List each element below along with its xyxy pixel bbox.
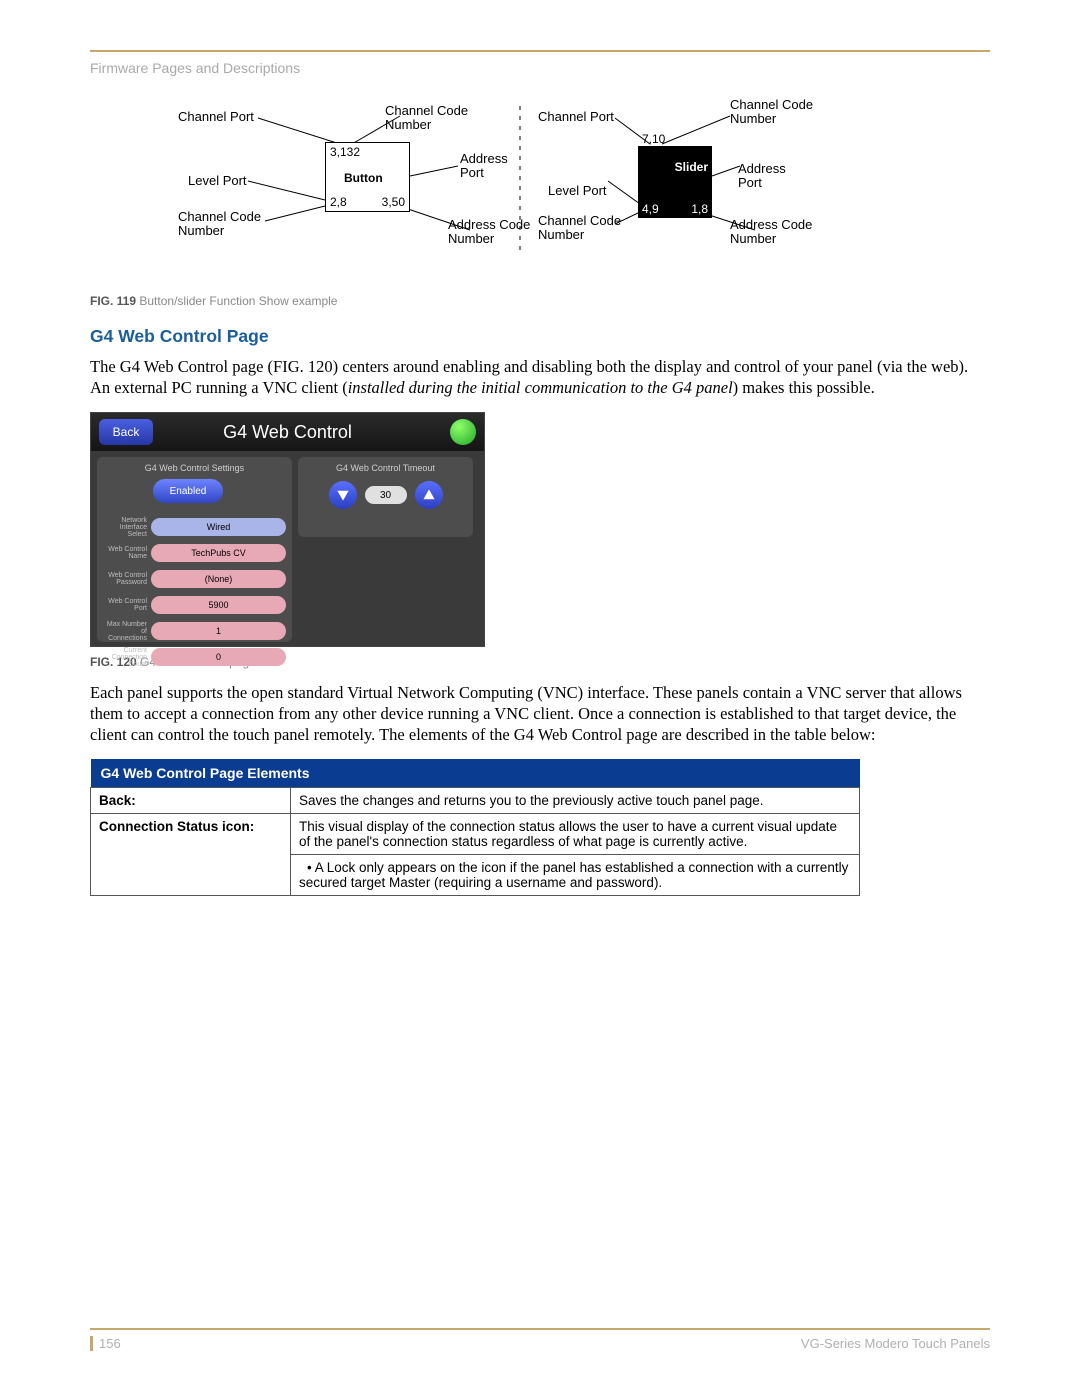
label-channel-code-number-rb: Channel Code Number: [538, 214, 621, 243]
shot-title: G4 Web Control: [223, 422, 352, 443]
box-val-tl-l: 3,132: [330, 145, 360, 159]
box-val-br-r: 1,8: [691, 202, 708, 216]
settings-row: Network Interface SelectWired: [103, 515, 286, 539]
settings-panel: G4 Web Control Settings Enabled Network …: [97, 457, 292, 642]
timeout-down-button[interactable]: [329, 481, 357, 509]
settings-row: Web Control Name TechPubs CV: [103, 541, 286, 565]
label-level-port-r: Level Port: [548, 184, 607, 198]
settings-row-label: Web Control Name: [103, 546, 147, 560]
settings-row-value[interactable]: TechPubs CV: [151, 544, 286, 562]
timeout-panel: G4 Web Control Timeout 30: [298, 457, 473, 537]
box-val-bl-r: 4,9: [642, 202, 659, 216]
settings-row: Web Control Password (None): [103, 567, 286, 591]
table-row: Connection Status icon: This visual disp…: [91, 814, 860, 855]
settings-row-label: Max Number of Connections: [103, 621, 147, 642]
label-channel-code-number-rt: Channel Code Number: [730, 98, 813, 127]
para1-b: installed during the initial communicati…: [348, 378, 733, 397]
page-number: 156: [90, 1336, 121, 1351]
table-val-conn: This visual display of the connection st…: [291, 814, 860, 855]
label-level-port-l: Level Port: [188, 174, 247, 188]
settings-row-label: Current Connection Count: [103, 647, 147, 668]
settings-row-value[interactable]: Wired: [151, 518, 286, 536]
settings-row: Web Control Port 5900: [103, 593, 286, 617]
settings-row-label: Web Control Password: [103, 572, 147, 586]
paragraph-1: The G4 Web Control page (FIG. 120) cente…: [90, 357, 990, 398]
button-box: 3,132 Button 2,8 3,50: [325, 142, 410, 212]
page-content: Firmware Pages and Descriptions Channel …: [90, 50, 990, 896]
bullet-c: ).: [654, 875, 662, 890]
timeout-up-button[interactable]: [415, 481, 443, 509]
fig-119-caption: FIG. 119 Button/slider Function Show exa…: [90, 294, 990, 308]
label-channel-port-r: Channel Port: [538, 110, 614, 124]
table-key-back: Back:: [91, 788, 291, 814]
table-row: Back: Saves the changes and returns you …: [91, 788, 860, 814]
settings-row-value[interactable]: 5900: [151, 596, 286, 614]
section-heading: G4 Web Control Page: [90, 326, 990, 347]
para1-c: ) makes this possible.: [733, 378, 875, 397]
elements-table: G4 Web Control Page Elements Back: Saves…: [90, 759, 860, 896]
box-label-r: Slider: [675, 160, 708, 174]
box-val-br-l: 3,50: [382, 195, 405, 209]
label-address-code-number-l: Address Code Number: [448, 218, 530, 247]
box-val-bl-l: 2,8: [330, 195, 347, 209]
label-address-port-l: Address Port: [460, 152, 508, 181]
page-footer: 156 VG-Series Modero Touch Panels: [90, 1328, 990, 1351]
doc-title: VG-Series Modero Touch Panels: [801, 1336, 990, 1351]
settings-row-label: Network Interface Select: [103, 517, 147, 538]
label-address-code-number-r: Address Code Number: [730, 218, 812, 247]
fig-119-number: FIG. 119: [90, 294, 136, 308]
box-label-l: Button: [344, 171, 383, 185]
connection-status-icon: [450, 419, 476, 445]
shot-body: G4 Web Control Settings Enabled Network …: [91, 451, 484, 648]
settings-panel-header: G4 Web Control Settings: [103, 463, 286, 473]
slider-box: 7,10 Slider 4,9 1,8: [638, 146, 712, 218]
fig-119-text: Button/slider Function Show example: [139, 294, 337, 308]
settings-row-value[interactable]: 0: [151, 648, 286, 666]
settings-row-label: Web Control Port: [103, 598, 147, 612]
label-channel-code-number-lt: Channel Code Number: [385, 104, 468, 133]
table-val-back: Saves the changes and returns you to the…: [291, 788, 860, 814]
label-channel-code-number-lb: Channel Code Number: [178, 210, 261, 239]
timeout-value: 30: [365, 486, 407, 504]
header-section-label: Firmware Pages and Descriptions: [90, 60, 990, 76]
table-bullet-conn: A Lock only appears on the icon if the p…: [291, 855, 860, 896]
box-val-tl-r: 7,10: [642, 132, 665, 146]
enabled-button[interactable]: Enabled: [153, 479, 223, 503]
paragraph-2: Each panel supports the open standard Vi…: [90, 683, 990, 745]
header-rule: [90, 50, 990, 52]
g4-web-control-screenshot: Back G4 Web Control G4 Web Control Setti…: [90, 412, 485, 647]
figure-119-diagram: Channel Port Channel Code Number Address…: [90, 106, 990, 286]
timeout-row: 30: [304, 481, 467, 509]
settings-row-value[interactable]: 1: [151, 622, 286, 640]
table-title: G4 Web Control Page Elements: [91, 759, 860, 788]
bullet-b: requiring a username and password: [439, 875, 654, 890]
label-channel-port-l: Channel Port: [178, 110, 254, 124]
settings-row: Max Number of Connections1: [103, 619, 286, 643]
back-button[interactable]: Back: [99, 419, 153, 445]
shot-header: Back G4 Web Control: [91, 413, 484, 451]
settings-row: Current Connection Count0: [103, 645, 286, 669]
timeout-panel-header: G4 Web Control Timeout: [304, 463, 467, 473]
settings-row-value[interactable]: (None): [151, 570, 286, 588]
table-key-conn: Connection Status icon:: [91, 814, 291, 896]
label-address-port-r: Address Port: [738, 162, 786, 191]
